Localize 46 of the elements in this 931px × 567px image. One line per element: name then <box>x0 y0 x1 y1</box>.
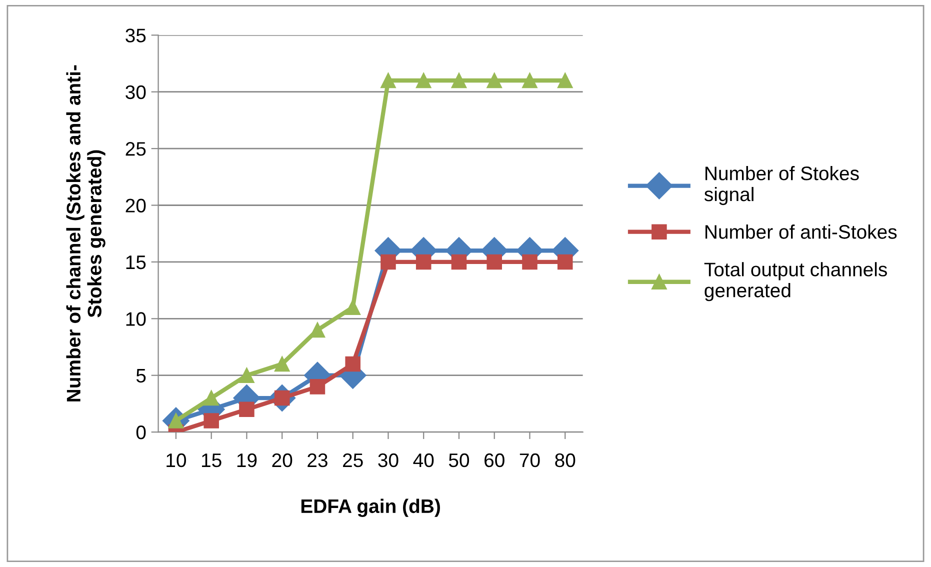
point <box>310 322 326 338</box>
point <box>345 356 360 372</box>
y-tick-label: 5 <box>136 369 146 383</box>
y-tick-label: 10 <box>126 312 146 326</box>
point <box>380 72 396 88</box>
x-tick-label: 80 <box>555 453 576 468</box>
y-axis-title: Number of channel (Stokes and anti- Stokes generated) <box>66 65 106 402</box>
point <box>310 379 326 394</box>
point <box>486 72 502 88</box>
y-tick-label: 30 <box>126 85 146 100</box>
point <box>557 72 573 88</box>
point <box>557 254 573 270</box>
x-tick-label: 15 <box>202 454 222 468</box>
point <box>522 72 538 88</box>
x-axis-title: EDFA gain (dB) <box>301 498 440 517</box>
x-tick-label: 25 <box>343 453 363 468</box>
point <box>345 300 360 315</box>
point <box>239 368 254 383</box>
y-tick-label: 0 <box>136 426 146 440</box>
y-tick-label: 20 <box>126 198 146 212</box>
x-tick-label: 30 <box>378 453 398 468</box>
point <box>451 72 467 88</box>
y-tick-label: 15 <box>126 256 146 270</box>
x-tick-label: 60 <box>484 453 504 468</box>
point <box>451 254 467 270</box>
point <box>416 254 432 270</box>
point <box>380 254 396 270</box>
x-tick-label: 20 <box>272 453 292 468</box>
point <box>204 390 219 406</box>
legend-label: Number of Stokes signal <box>704 166 859 206</box>
point <box>416 72 432 88</box>
legend-label: Number of anti-Stokes <box>706 224 897 239</box>
x-tick-label: 50 <box>448 453 470 468</box>
point <box>274 356 290 372</box>
point <box>522 254 538 270</box>
point <box>486 254 502 270</box>
legend-label: Total output channels generated <box>704 262 887 302</box>
point <box>204 413 219 428</box>
x-tick-label: 19 <box>237 453 257 468</box>
y-tick-label: 35 <box>126 28 146 42</box>
x-tick-label: 10 <box>166 453 186 468</box>
point <box>239 402 254 418</box>
y-tick-label: 25 <box>126 142 146 156</box>
x-tick-label: 40 <box>413 453 434 468</box>
x-tick-label: 70 <box>520 453 540 468</box>
x-tick-label: 23 <box>308 453 328 468</box>
